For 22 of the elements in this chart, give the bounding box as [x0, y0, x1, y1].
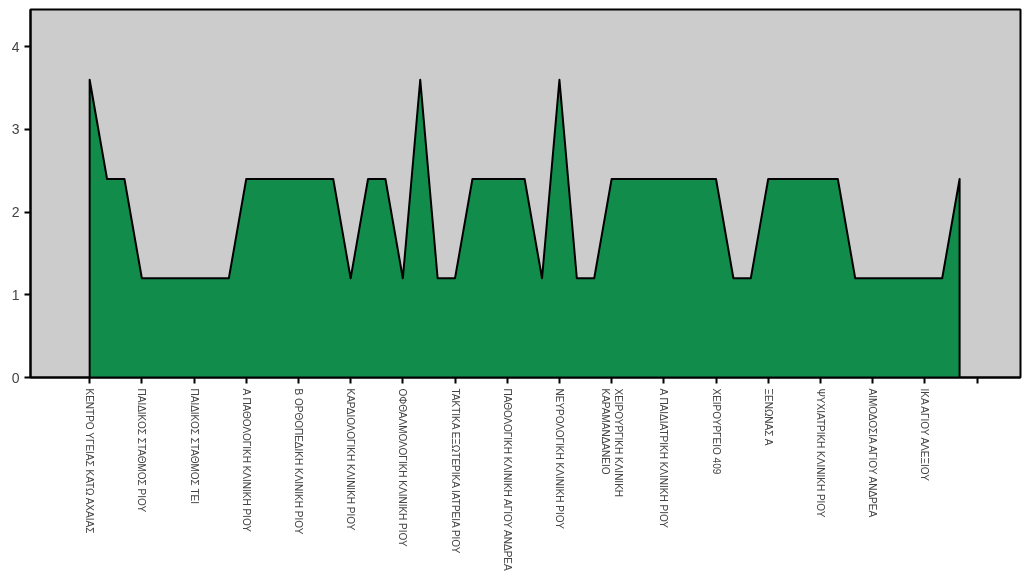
x-tick-label: ΑΙΜΟΔΟΣΙΑ ΑΓΙΟΥ ΑΝΔΡΕΑ [867, 388, 879, 518]
x-tick-label: ΤΑΚΤΙΚΑ ΕΞΩΤΕΡΙΚΑ ΙΑΤΡΕΙΑ ΡΙΟΥ [449, 388, 461, 554]
x-tick-label: ΧΕΙΡΟΥΡΓΕΙΟ 409 [710, 388, 722, 475]
x-tick-label: ΙΚΑ ΑΓΙΟΥ ΑΛΕΞΙΟΥ [919, 388, 931, 482]
x-tick-label: Α ΠΑΙΔΙΑΤΡΙΚΗ ΚΛΙΝΙΚΗ ΡΙΟΥ [658, 388, 670, 529]
y-tick-label: 1 [11, 286, 20, 303]
x-tick-label: Α ΠΑΘΟΛΟΓΙΚΗ ΚΛΙΝΙΚΗ ΡΙΟΥ [240, 388, 252, 533]
x-tick-label: ΚΑΡΔΙΟΛΟΓΙΚΗ ΚΛΙΝΙΚΗ ΡΙΟΥ [345, 388, 357, 531]
x-tick-label: ΚΕΝΤΡΟ ΥΓΕΙΑΣ ΚΑΤΩ ΑΧΑΙΑΣ [84, 388, 96, 534]
x-tick-label: ΞΕΝΩΝΑΣ Α [762, 388, 774, 446]
x-tick-label: ΠΑΙΔΙΚΟΣ ΣΤΑΘΜΟΣ ΡΙΟΥ [136, 388, 148, 513]
x-tick-label: ΠΑΘΟΛΟΓΙΚΗ ΚΛΙΝΙΚΗ ΑΓΙΟΥ ΑΝΔΡΕΑ [501, 388, 513, 572]
x-tick-label: ΨΥΧΙΑΤΡΙΚΗ ΚΛΙΝΙΚΗ ΡΙΟΥ [814, 388, 826, 518]
x-tick-label: ΝΕΥΡΟΛΟΓΙΚΗ ΚΛΙΝΙΚΗ ΡΙΟΥ [553, 388, 565, 530]
x-tick-label: ΠΑΙΔΙΚΟΣ ΣΤΑΘΜΟΣ ΤΕΙ [188, 388, 200, 504]
y-tick-label: 0 [11, 369, 20, 386]
y-tick-label: 2 [11, 204, 20, 221]
x-tick-label: ΧΕΙΡΟΥΡΓΙΚΗ ΚΛΙΝΙΚΗ ΚΑΡΑΜΑΝΔΑΝΕΙΟ [599, 388, 624, 498]
y-tick-label: 3 [11, 121, 20, 138]
y-tick-label: 4 [11, 38, 20, 55]
x-tick-label: Β ΟΡΘΟΠΕΔΙΚΗ ΚΛΙΝΙΚΗ ΡΙΟΥ [292, 388, 304, 535]
x-tick-label: ΟΦΘΑΛΜΟΛΟΓΙΚΗ ΚΛΙΝΙΚΗ ΡΙΟΥ [397, 388, 409, 548]
